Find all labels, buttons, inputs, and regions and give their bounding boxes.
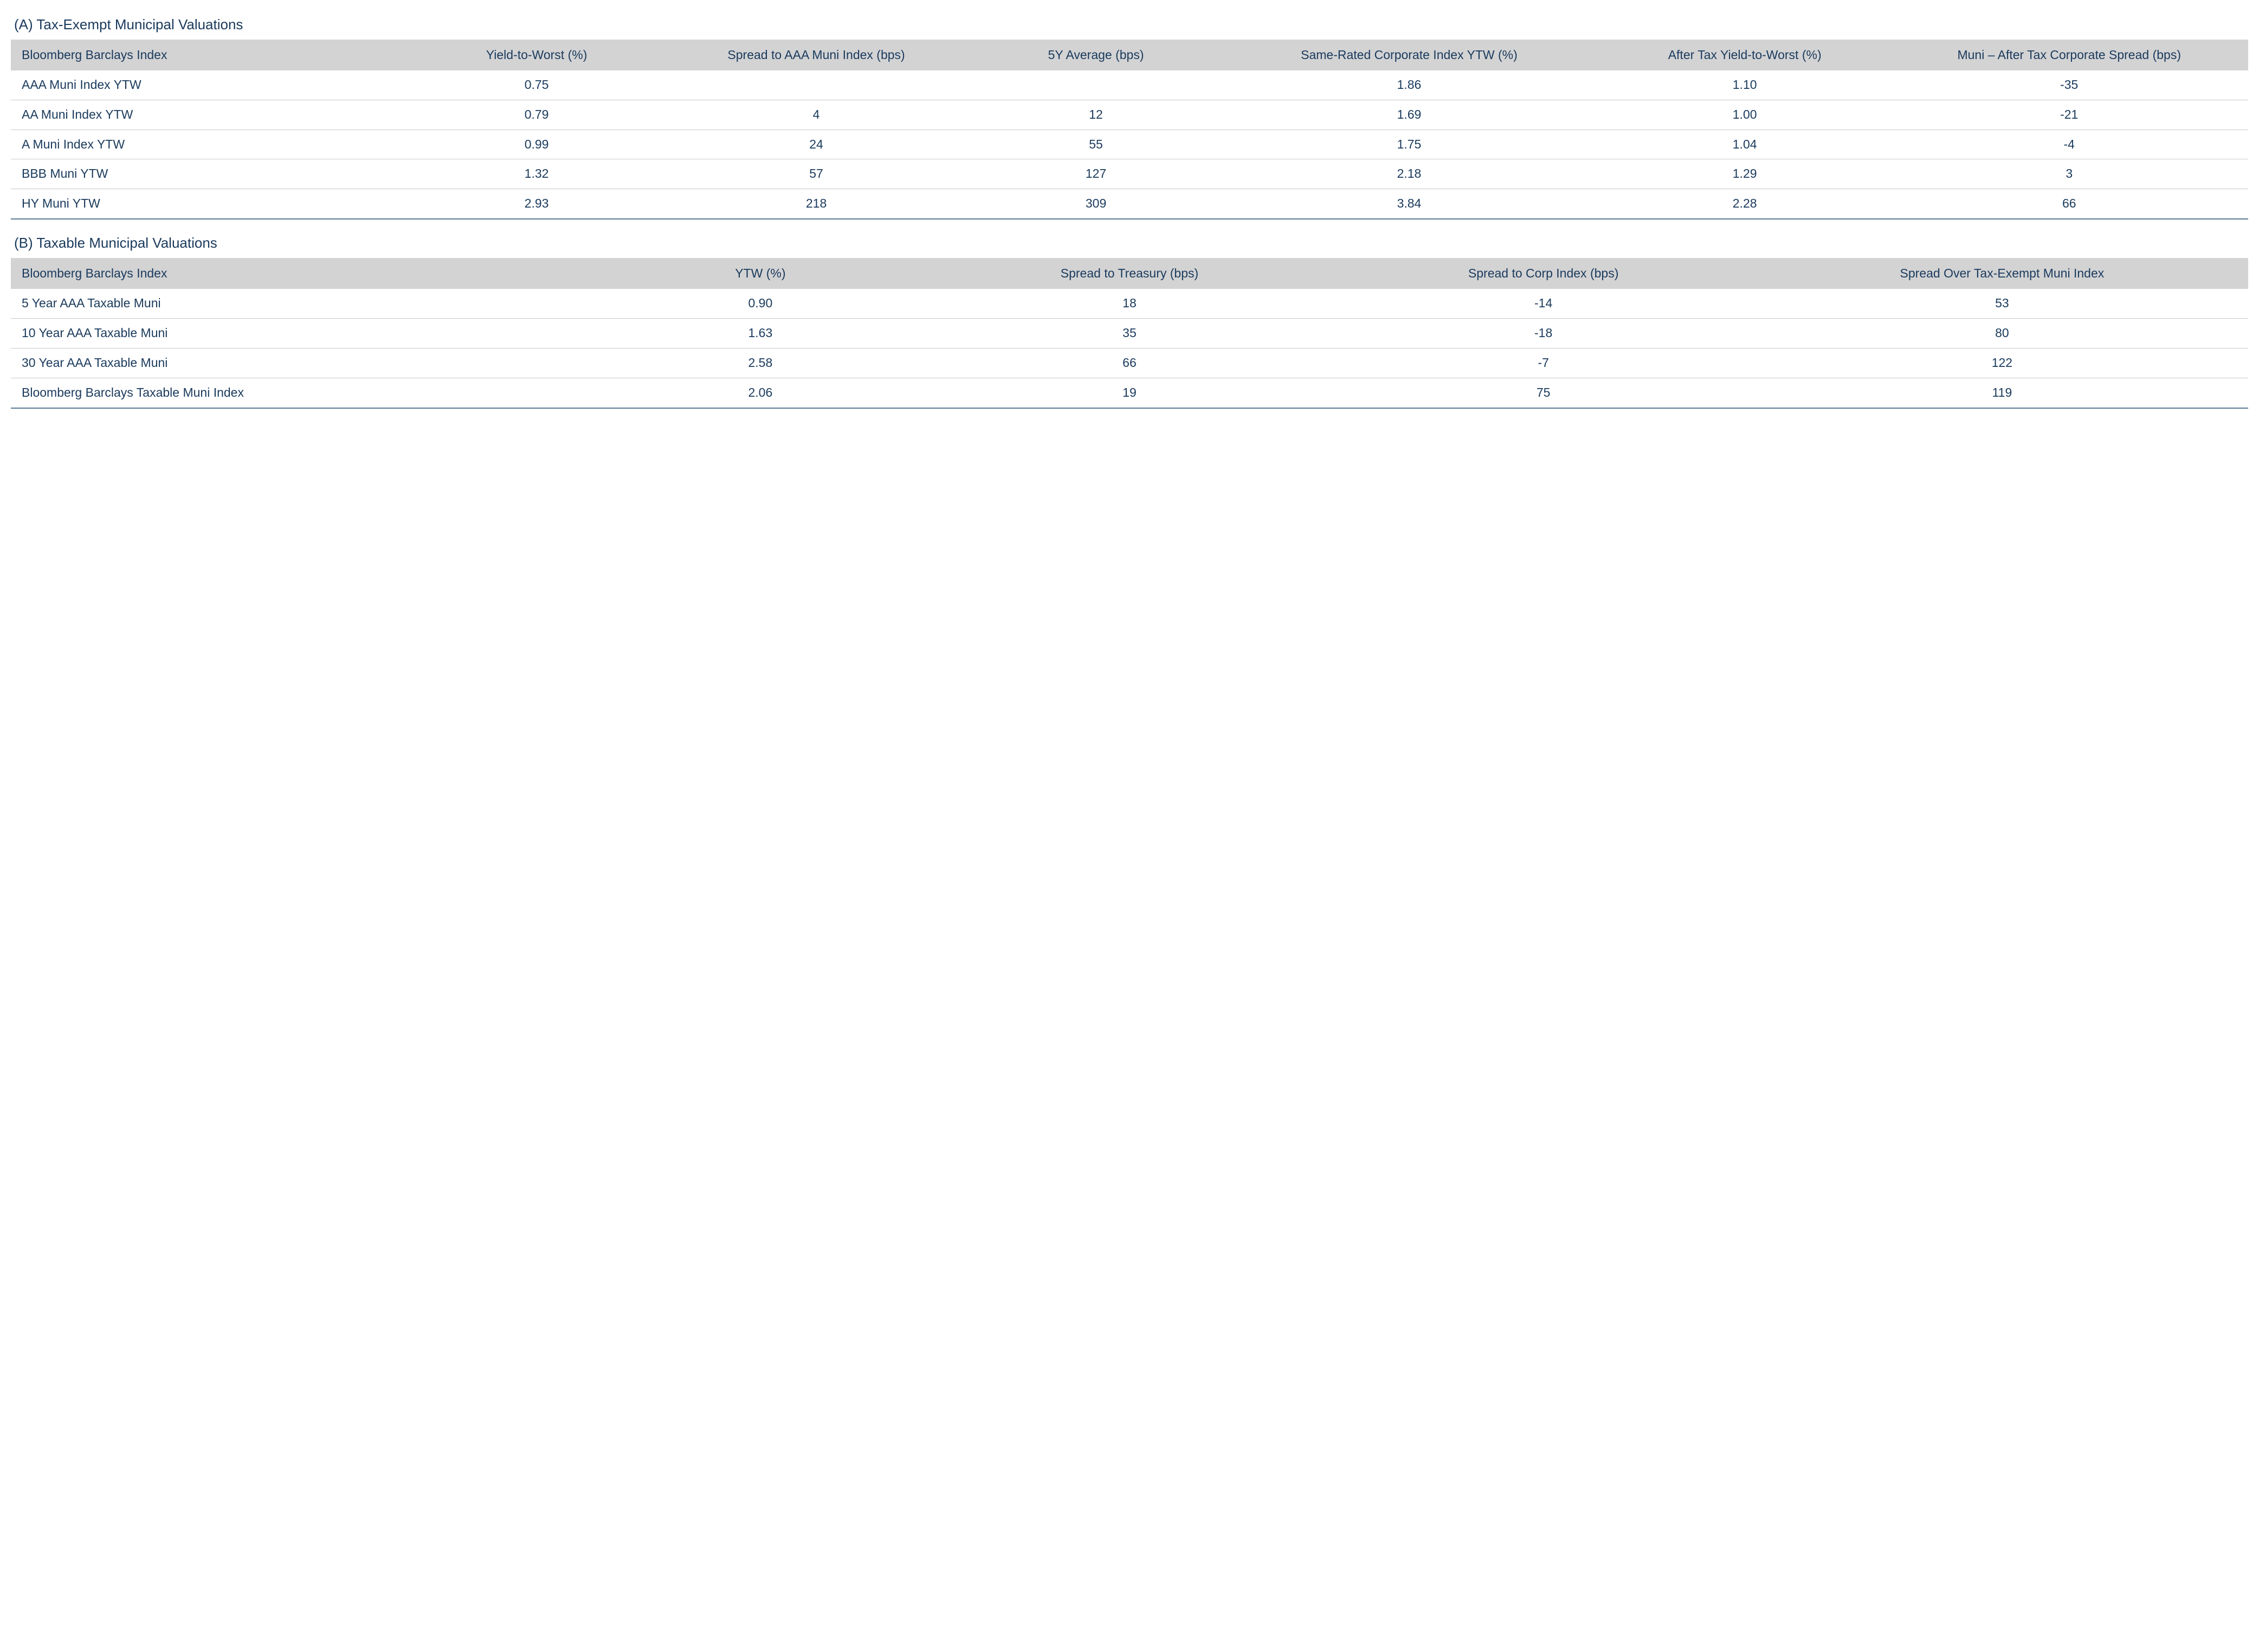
cell: 53 xyxy=(1756,289,2248,318)
table-row: A Muni Index YTW 0.99 24 55 1.75 1.04 -4 xyxy=(11,130,2248,159)
cell: HY Muni YTW xyxy=(11,189,414,219)
cell: 5 Year AAA Taxable Muni xyxy=(11,289,592,318)
col-header: Spread to AAA Muni Index (bps) xyxy=(660,40,973,70)
cell: 12 xyxy=(973,100,1219,130)
cell: 1.10 xyxy=(1599,70,1890,100)
table-header-row: Bloomberg Barclays Index Yield-to-Worst … xyxy=(11,40,2248,70)
cell: 1.86 xyxy=(1219,70,1599,100)
cell: 2.18 xyxy=(1219,159,1599,189)
cell: 55 xyxy=(973,130,1219,159)
cell: 18 xyxy=(928,289,1331,318)
cell: AAA Muni Index YTW xyxy=(11,70,414,100)
cell: 35 xyxy=(928,318,1331,348)
table-row: AA Muni Index YTW 0.79 4 12 1.69 1.00 -2… xyxy=(11,100,2248,130)
col-header: 5Y Average (bps) xyxy=(973,40,1219,70)
cell: 2.93 xyxy=(414,189,660,219)
table-row: 10 Year AAA Taxable Muni 1.63 35 -18 80 xyxy=(11,318,2248,348)
cell: 2.58 xyxy=(592,348,928,378)
col-header: Muni – After Tax Corporate Spread (bps) xyxy=(1890,40,2248,70)
col-header: Spread to Treasury (bps) xyxy=(928,258,1331,289)
cell: -7 xyxy=(1331,348,1755,378)
cell: 218 xyxy=(660,189,973,219)
cell: BBB Muni YTW xyxy=(11,159,414,189)
col-header: Spread to Corp Index (bps) xyxy=(1331,258,1755,289)
cell: 1.00 xyxy=(1599,100,1890,130)
cell xyxy=(973,70,1219,100)
cell: 57 xyxy=(660,159,973,189)
col-header: Yield-to-Worst (%) xyxy=(414,40,660,70)
cell: 2.06 xyxy=(592,378,928,408)
cell: -4 xyxy=(1890,130,2248,159)
col-header: Spread Over Tax-Exempt Muni Index xyxy=(1756,258,2248,289)
cell: A Muni Index YTW xyxy=(11,130,414,159)
cell: 1.63 xyxy=(592,318,928,348)
col-header: After Tax Yield-to-Worst (%) xyxy=(1599,40,1890,70)
cell: 66 xyxy=(1890,189,2248,219)
cell xyxy=(660,70,973,100)
cell: 4 xyxy=(660,100,973,130)
cell: AA Muni Index YTW xyxy=(11,100,414,130)
cell: 0.75 xyxy=(414,70,660,100)
table-row: 5 Year AAA Taxable Muni 0.90 18 -14 53 xyxy=(11,289,2248,318)
cell: 75 xyxy=(1331,378,1755,408)
col-header: Bloomberg Barclays Index xyxy=(11,258,592,289)
cell: 1.75 xyxy=(1219,130,1599,159)
cell: 80 xyxy=(1756,318,2248,348)
table-row: Bloomberg Barclays Taxable Muni Index 2.… xyxy=(11,378,2248,408)
taxable-table: Bloomberg Barclays Index YTW (%) Spread … xyxy=(11,258,2248,408)
cell: 3.84 xyxy=(1219,189,1599,219)
cell: -35 xyxy=(1890,70,2248,100)
cell: 10 Year AAA Taxable Muni xyxy=(11,318,592,348)
table-row: BBB Muni YTW 1.32 57 127 2.18 1.29 3 xyxy=(11,159,2248,189)
cell: 66 xyxy=(928,348,1331,378)
section-b-title: (B) Taxable Municipal Valuations xyxy=(14,235,2248,251)
cell: 24 xyxy=(660,130,973,159)
table-row: AAA Muni Index YTW 0.75 1.86 1.10 -35 xyxy=(11,70,2248,100)
cell: 3 xyxy=(1890,159,2248,189)
cell: 119 xyxy=(1756,378,2248,408)
cell: 19 xyxy=(928,378,1331,408)
section-a-title: (A) Tax-Exempt Municipal Valuations xyxy=(14,16,2248,33)
cell: 1.32 xyxy=(414,159,660,189)
table-row: HY Muni YTW 2.93 218 309 3.84 2.28 66 xyxy=(11,189,2248,219)
cell: 1.04 xyxy=(1599,130,1890,159)
table-header-row: Bloomberg Barclays Index YTW (%) Spread … xyxy=(11,258,2248,289)
table-row: 30 Year AAA Taxable Muni 2.58 66 -7 122 xyxy=(11,348,2248,378)
cell: 122 xyxy=(1756,348,2248,378)
cell: 0.99 xyxy=(414,130,660,159)
cell: 1.69 xyxy=(1219,100,1599,130)
col-header: Same-Rated Corporate Index YTW (%) xyxy=(1219,40,1599,70)
col-header: Bloomberg Barclays Index xyxy=(11,40,414,70)
cell: -21 xyxy=(1890,100,2248,130)
cell: 0.79 xyxy=(414,100,660,130)
col-header: YTW (%) xyxy=(592,258,928,289)
cell: 30 Year AAA Taxable Muni xyxy=(11,348,592,378)
cell: 2.28 xyxy=(1599,189,1890,219)
cell: -18 xyxy=(1331,318,1755,348)
cell: 0.90 xyxy=(592,289,928,318)
tax-exempt-table: Bloomberg Barclays Index Yield-to-Worst … xyxy=(11,40,2248,220)
cell: Bloomberg Barclays Taxable Muni Index xyxy=(11,378,592,408)
cell: 309 xyxy=(973,189,1219,219)
cell: -14 xyxy=(1331,289,1755,318)
cell: 127 xyxy=(973,159,1219,189)
cell: 1.29 xyxy=(1599,159,1890,189)
